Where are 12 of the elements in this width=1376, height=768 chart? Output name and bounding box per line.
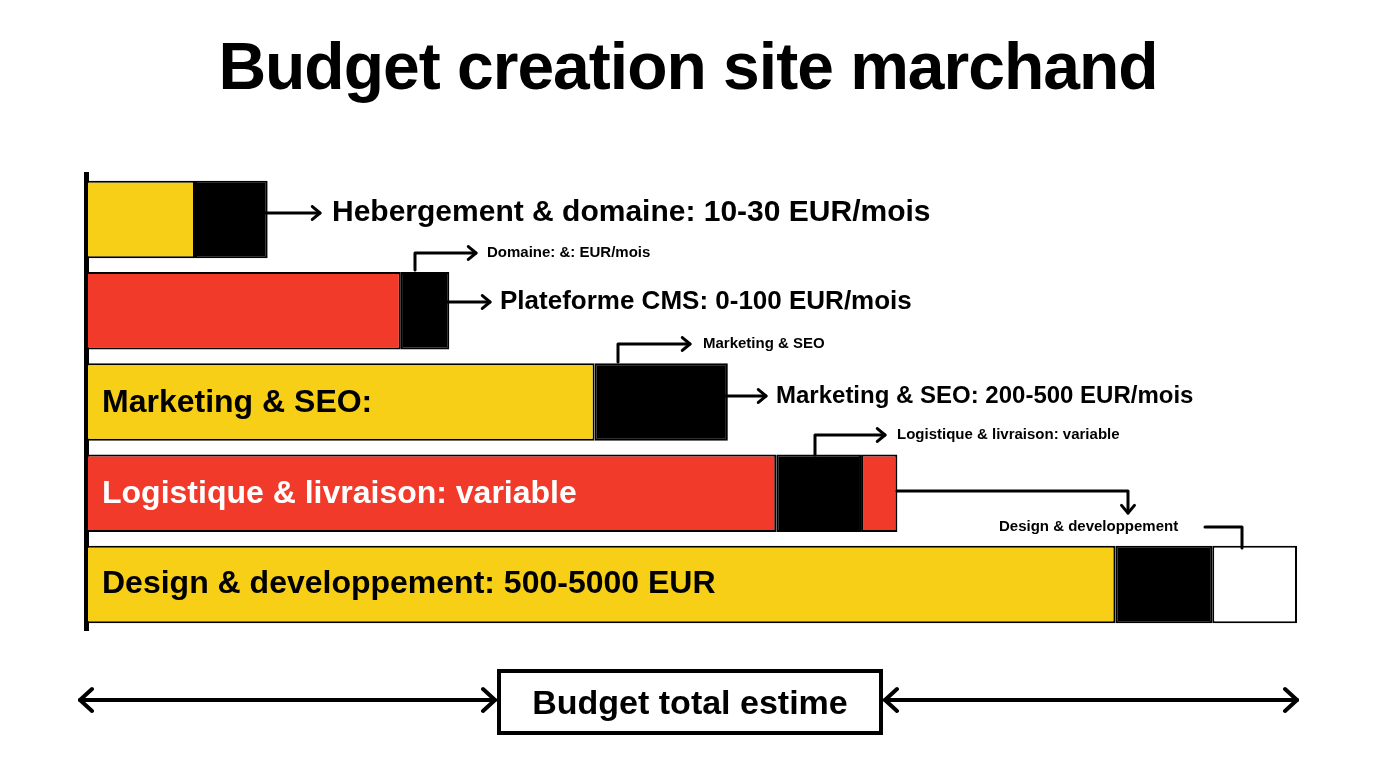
annotation: Marketing & SEO: 200-500 EUR/mois (776, 380, 1194, 408)
annotation: Marketing & SEO (703, 334, 826, 352)
annotation: Logistique & livraison: variable (897, 425, 1120, 443)
annotation: Hebergement & domaine: 10-30 EUR/mois (332, 194, 931, 228)
annotation: Plateforme CMS: 0-100 EUR/mois (500, 285, 912, 316)
annotation: Design & developpement: 500-5000 EUR (102, 563, 716, 600)
annotation: Domaine: &: EUR/mois (487, 243, 651, 261)
chart-title: Budget creation site marchand (217, 28, 1159, 104)
x-axis-title: Budget total estime (497, 669, 883, 735)
annotation: Logistique & livraison: variable (102, 473, 577, 510)
annotation: Marketing & SEO: (102, 382, 373, 419)
annotation: Design & developpement (999, 517, 1179, 535)
